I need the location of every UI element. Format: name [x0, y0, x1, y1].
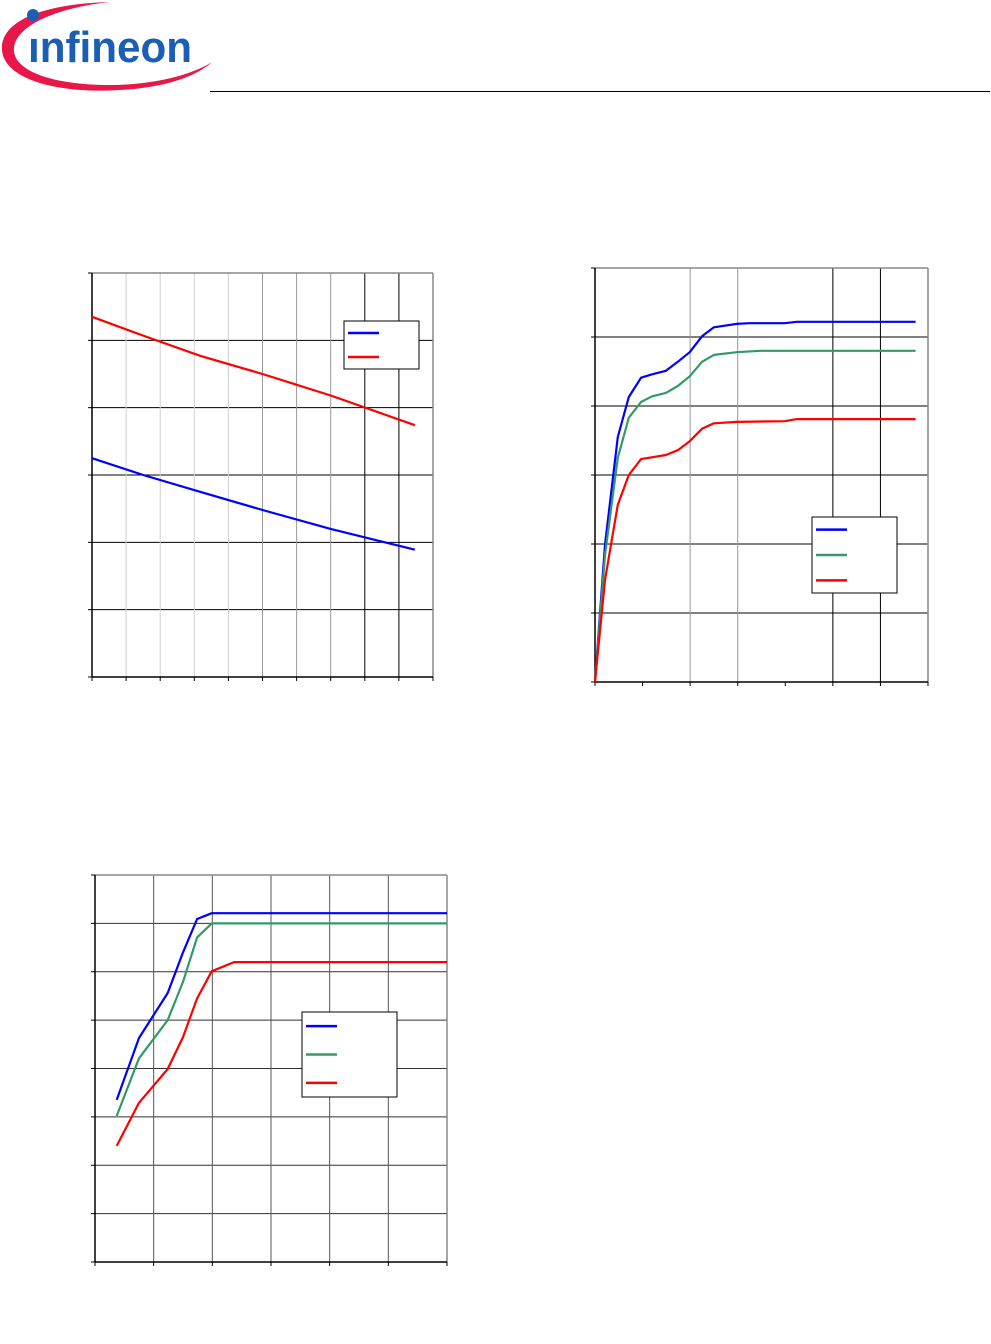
series-line-1 — [593, 320, 916, 683]
series-line-1 — [115, 912, 447, 1101]
series-line-1 — [91, 457, 416, 551]
logo-text: ınfineon — [28, 23, 192, 72]
infineon-logo: ınfineon — [1, 2, 212, 91]
series-line-3 — [115, 960, 447, 1147]
series-line-2 — [593, 349, 916, 683]
series-line-2 — [115, 922, 447, 1117]
series-line-2 — [91, 315, 416, 427]
header-rule — [210, 91, 990, 92]
legend-box — [343, 320, 420, 370]
logo-dot — [27, 9, 39, 21]
series-line-3 — [593, 418, 916, 683]
